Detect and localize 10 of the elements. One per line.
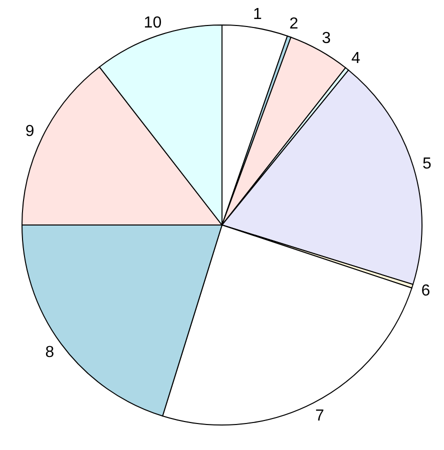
slice-label: 4 [351,50,360,67]
slice-label: 1 [253,6,262,23]
slice-label: 3 [322,30,331,48]
slice-label: 8 [45,344,54,361]
slice-label: 7 [315,407,324,424]
slice-label: 10 [144,14,162,32]
slice-label: 6 [421,282,430,300]
slice-label: 9 [25,122,34,140]
slice-label: 5 [422,155,432,172]
slice-label: 2 [289,15,298,32]
